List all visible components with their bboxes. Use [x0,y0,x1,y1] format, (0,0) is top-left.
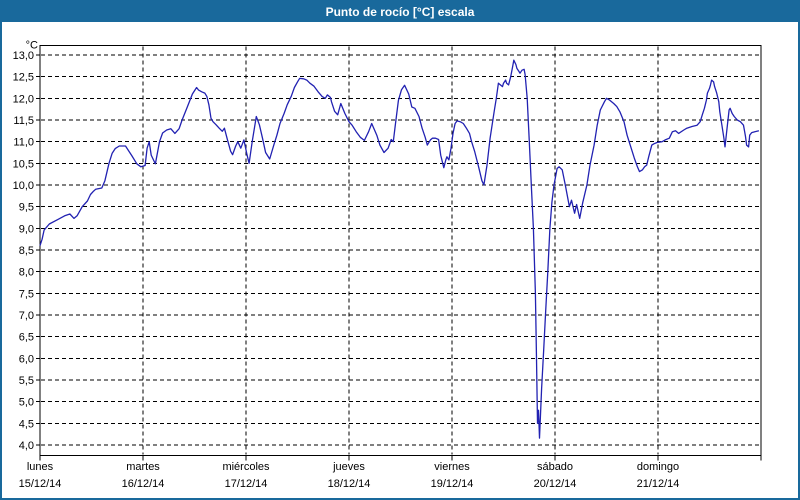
y-tick-label: 8,5 [19,245,34,257]
y-tick-label: 7,0 [19,310,34,322]
chart-area: 13,0 12,5 12,0 11,5 11,0 10,5 10,0 9,5 9,0 8,5 8,0… [2,22,798,498]
y-tick-label: 5,5 [19,375,34,387]
x-day-date-label: 21/12/14 [637,478,680,490]
y-axis-unit-label: °C [26,40,38,52]
y-tick-label: 13,0 [13,50,34,62]
x-day-name-label: sábado [537,461,573,473]
y-tick-label: 6,5 [19,332,34,344]
x-day-date-label: 19/12/14 [431,478,474,490]
x-day-name-label: viernes [434,461,470,473]
title-bar: Punto de rocío [°C] escala [2,2,798,22]
x-day-name-label: jueves [332,461,365,473]
x-day-date-label: 16/12/14 [122,478,165,490]
window-title: Punto de rocío [°C] escala [325,5,475,19]
data-line [39,59,760,439]
x-day-date-label: 18/12/14 [328,478,371,490]
x-day-name-label: martes [126,461,160,473]
y-tick-label: 12,0 [13,93,34,105]
y-tick-label: 12,5 [13,72,34,84]
x-day-name-label: domingo [637,461,679,473]
x-day-name-label: lunes [27,461,54,473]
y-tick-label: 10,0 [13,180,34,192]
y-tick-label: 11,5 [13,115,34,127]
y-tick-label: 8,0 [19,267,34,279]
y-tick-label: 10,5 [13,158,34,170]
axes [36,54,762,461]
y-tick-label: 5,0 [19,397,34,409]
y-tick-label: 9,0 [19,223,34,235]
x-day-date-label: 20/12/14 [534,478,577,490]
gridlines [41,46,760,455]
x-day-name-label: miércoles [222,461,270,473]
x-day-date-label: 17/12/14 [225,478,268,490]
y-tick-label: 11,0 [13,137,34,149]
y-tick-label: 6,0 [19,353,34,365]
y-tick-label: 4,5 [19,418,34,430]
x-day-date-label: 15/12/14 [19,478,62,490]
dew-point-chart: 13,0 12,5 12,0 11,5 11,0 10,5 10,0 9,5 9,0 8,5 8,0… [13,40,762,491]
y-tick-label: 7,5 [19,288,34,300]
axis-labels: 13,0 12,5 12,0 11,5 11,0 10,5 10,0 9,5 9,0 8,5 8,0… [13,40,680,491]
y-tick-label: 4,0 [19,440,34,452]
y-tick-label: 9,5 [19,202,34,214]
plot-frame [39,45,762,456]
